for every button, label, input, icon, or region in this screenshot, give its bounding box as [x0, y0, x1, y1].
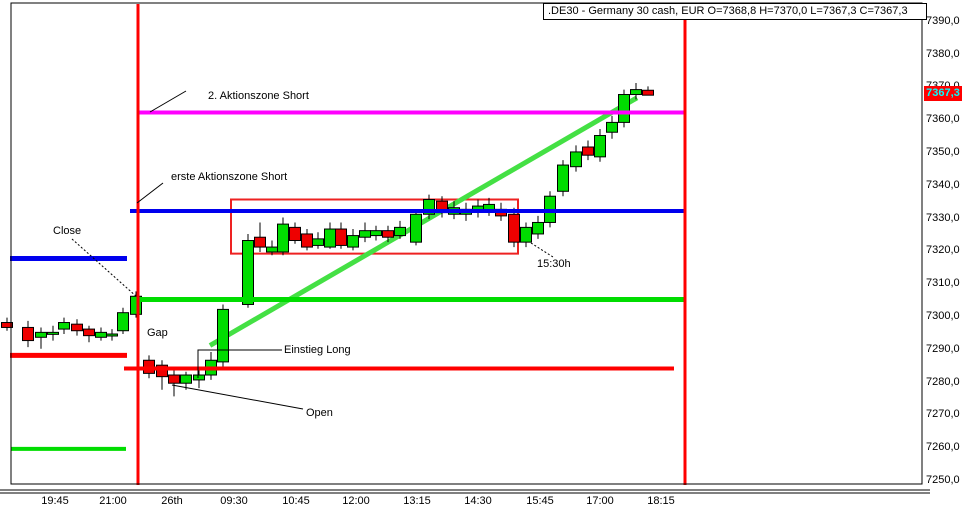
candle-body	[370, 230, 382, 237]
y-axis-label: 7310,0	[926, 277, 960, 290]
candle-body	[266, 246, 278, 253]
y-axis-label: 7280,0	[926, 375, 960, 388]
x-axis-label: 14:30	[464, 495, 492, 507]
x-axis-label: 12:00	[342, 495, 370, 507]
candle-body	[242, 240, 254, 305]
candle-body	[532, 221, 544, 235]
candle-body	[582, 146, 594, 156]
candle-body	[324, 228, 336, 248]
y-axis-label: 7380,0	[926, 47, 960, 60]
candle-body	[642, 89, 654, 96]
trend-line	[208, 95, 639, 348]
candle-body	[359, 230, 371, 238]
x-axis-label: 18:15	[647, 495, 675, 507]
open-pointer	[171, 384, 304, 410]
candle-body	[95, 331, 107, 338]
candle-body	[423, 198, 435, 215]
x-axis-label: 21:00	[99, 495, 127, 507]
y-axis-label: 7270,0	[926, 408, 960, 421]
x-axis-label: 26th	[161, 495, 183, 507]
chart-title: .DE30 - Germany 30 cash, EUR O=7368,8 H=…	[548, 5, 908, 17]
y-axis-label: 7390,0	[926, 14, 960, 27]
einstieg-label: Einstieg Long	[284, 344, 351, 356]
candle-body	[71, 323, 83, 332]
candle-body	[289, 226, 301, 242]
candle-body	[606, 121, 618, 133]
x-axis-label: 10:45	[282, 495, 310, 507]
candle-body	[335, 228, 347, 246]
x-axis-label: 15:45	[526, 495, 554, 507]
zone2-pointer	[149, 90, 187, 113]
candle-body	[254, 236, 266, 248]
zone1-pointer	[136, 182, 164, 204]
x-axis-label: 17:00	[586, 495, 614, 507]
x-axis-label: 19:45	[41, 495, 69, 507]
y-axis-label: 7360,0	[926, 113, 960, 126]
x-axis-label: 13:15	[403, 495, 431, 507]
candle-body	[277, 223, 289, 253]
candle-body	[180, 374, 192, 384]
y-axis-label: 7300,0	[926, 309, 960, 322]
y-axis-label: 7350,0	[926, 145, 960, 158]
candle-body	[22, 326, 34, 342]
candle-body	[35, 331, 47, 338]
candle-body	[117, 312, 129, 332]
candle-body	[156, 364, 168, 378]
candle-body	[570, 151, 582, 168]
candle-body	[630, 89, 642, 96]
candle-body	[410, 213, 422, 243]
time-1530-label: 15:30h	[537, 258, 571, 270]
zone2-label: 2. Aktionszone Short	[208, 90, 309, 102]
y-axis-label: 7250,0	[926, 473, 960, 486]
candle-body	[217, 308, 229, 363]
candle-body	[394, 226, 406, 237]
candle-body	[520, 226, 532, 243]
candle-body	[193, 374, 205, 381]
candle-body	[58, 322, 70, 330]
candle-body	[47, 331, 59, 335]
candle-body	[594, 135, 606, 158]
y-axis-label: 7290,0	[926, 342, 960, 355]
t1530-pointer	[530, 242, 554, 258]
candle-body	[618, 94, 630, 123]
candle-body	[106, 333, 118, 337]
candle-body	[382, 230, 394, 238]
current-price-marker: 7367,3	[924, 86, 962, 102]
chart-title-box: .DE30 - Germany 30 cash, EUR O=7368,8 H=…	[543, 3, 927, 20]
x-axis-label: 09:30	[220, 495, 248, 507]
zone1-label: erste Aktionszone Short	[171, 171, 288, 183]
open-label: Open	[306, 407, 333, 419]
einstieg-pointer	[197, 349, 282, 378]
close-label: Close	[53, 225, 82, 237]
current-price: 7367,3	[926, 87, 960, 100]
candle-body	[1, 322, 13, 328]
y-axis-label: 7320,0	[926, 244, 960, 257]
candle-body	[508, 213, 520, 243]
plot-border	[10, 2, 923, 485]
gap-label: Gap	[147, 327, 168, 339]
candle-body	[301, 233, 313, 248]
candle-body	[83, 328, 95, 337]
y-axis-label: 7340,0	[926, 178, 960, 191]
y-axis-label: 7330,0	[926, 211, 960, 224]
y-axis-label: 7260,0	[926, 441, 960, 454]
candle-body	[312, 238, 324, 246]
candle-body	[347, 235, 359, 248]
candle-body	[557, 164, 569, 192]
candle-body	[168, 374, 180, 384]
close-pointer	[71, 238, 138, 298]
